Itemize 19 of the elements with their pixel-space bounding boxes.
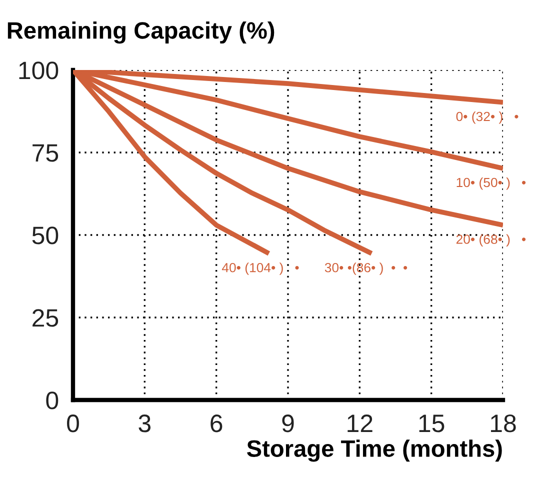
y-axis-title: Remaining Capacity (%)	[8, 21, 274, 44]
x-tick-label: 9	[282, 414, 294, 432]
series-label: 0• (32• ) •	[456, 111, 518, 124]
y-tick-label: 0	[46, 392, 58, 410]
y-tick-label: 25	[32, 309, 58, 327]
series-label: 30• •(86• ) • •	[324, 262, 408, 275]
series-label: 10• (50• ) •	[456, 177, 526, 190]
y-tick-label: 100	[19, 62, 58, 80]
x-tick-label: 6	[210, 414, 222, 432]
x-tick-label: 15	[419, 414, 444, 432]
series-label: 40• (104• ) •	[222, 262, 299, 275]
x-tick-label: 3	[138, 414, 151, 432]
x-tick-label: 12	[348, 414, 372, 432]
series-label: 20• (68• ) •	[456, 234, 526, 247]
x-tick-label: 18	[491, 414, 516, 432]
y-tick-label: 75	[32, 144, 58, 162]
y-tick-label: 50	[32, 226, 58, 244]
x-axis-title: Storage Time (months)	[246, 440, 502, 462]
x-tick-label: 0	[67, 414, 79, 432]
